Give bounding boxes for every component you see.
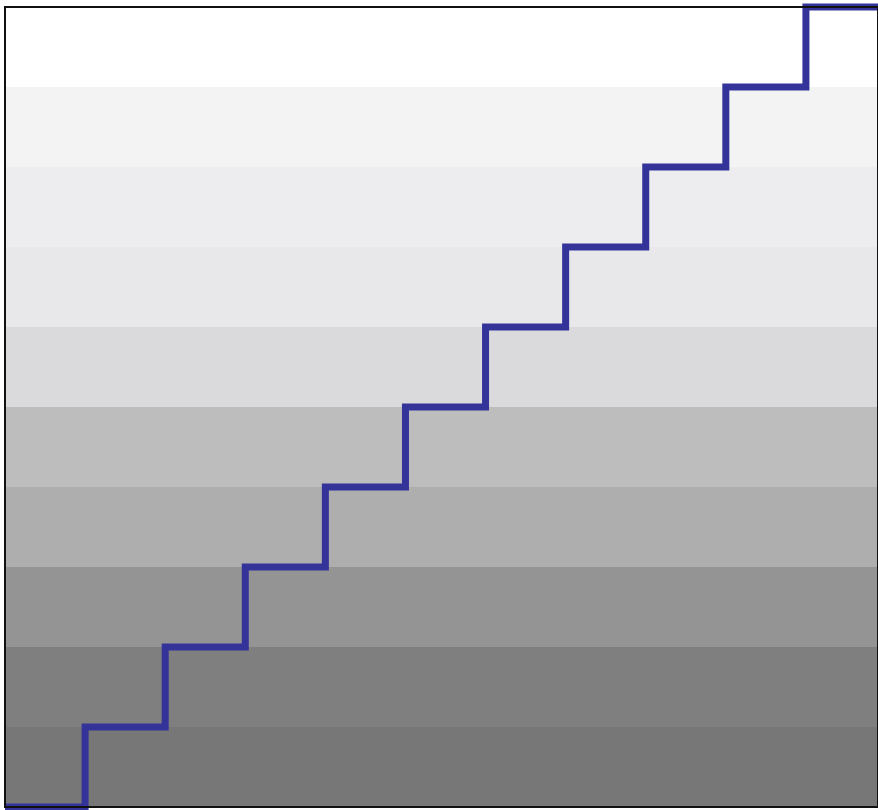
background-band-8 (5, 87, 878, 167)
series-layer (5, 3, 878, 810)
background-band-5 (5, 327, 878, 407)
background-band-0 (5, 727, 878, 807)
background-band-7 (5, 167, 878, 247)
background-band-2 (5, 567, 878, 647)
background-band-6 (5, 247, 878, 327)
background-band-9 (5, 7, 878, 87)
background-band-1 (5, 647, 878, 727)
plot-frame (4, 6, 878, 808)
series-line-0 (5, 3, 878, 810)
background-band-3 (5, 487, 878, 567)
background-band-4 (5, 407, 878, 487)
background-bands (5, 7, 878, 807)
